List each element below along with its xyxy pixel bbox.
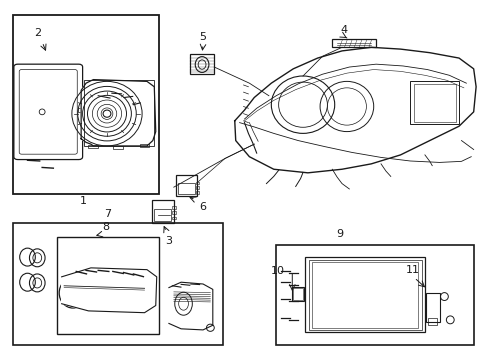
Text: 2: 2: [34, 28, 41, 39]
Bar: [178, 183, 194, 194]
Polygon shape: [61, 268, 157, 313]
Text: 11: 11: [405, 265, 419, 275]
Bar: [140, 144, 149, 147]
Bar: [172, 211, 176, 214]
Polygon shape: [234, 47, 475, 173]
Text: 6: 6: [199, 202, 206, 212]
Bar: [172, 206, 176, 209]
Polygon shape: [81, 80, 156, 146]
Bar: [425, 293, 439, 321]
Bar: [83, 80, 154, 146]
Bar: [57, 237, 159, 334]
Text: 7: 7: [104, 210, 111, 220]
Bar: [276, 244, 473, 345]
Bar: [78, 108, 81, 112]
Text: 9: 9: [335, 229, 343, 239]
Bar: [152, 200, 173, 223]
Bar: [189, 54, 214, 74]
Text: 3: 3: [165, 235, 172, 246]
Polygon shape: [168, 282, 212, 330]
Bar: [154, 209, 171, 221]
Bar: [311, 262, 417, 328]
Bar: [176, 175, 196, 196]
Text: 5: 5: [199, 32, 206, 42]
Text: 8: 8: [102, 222, 109, 232]
Bar: [195, 191, 199, 194]
Bar: [331, 40, 375, 47]
Bar: [13, 15, 159, 194]
Bar: [172, 217, 176, 220]
Bar: [292, 287, 304, 301]
Bar: [293, 288, 303, 300]
Text: 1: 1: [80, 196, 87, 206]
Bar: [13, 223, 222, 345]
Bar: [113, 146, 122, 149]
Bar: [305, 257, 424, 332]
Bar: [413, 84, 455, 122]
Bar: [88, 145, 98, 148]
Text: 4: 4: [340, 25, 347, 35]
Bar: [195, 182, 199, 184]
Text: 10: 10: [270, 266, 285, 276]
Bar: [308, 260, 421, 330]
Bar: [409, 81, 458, 125]
Bar: [195, 186, 199, 189]
Bar: [427, 318, 436, 324]
